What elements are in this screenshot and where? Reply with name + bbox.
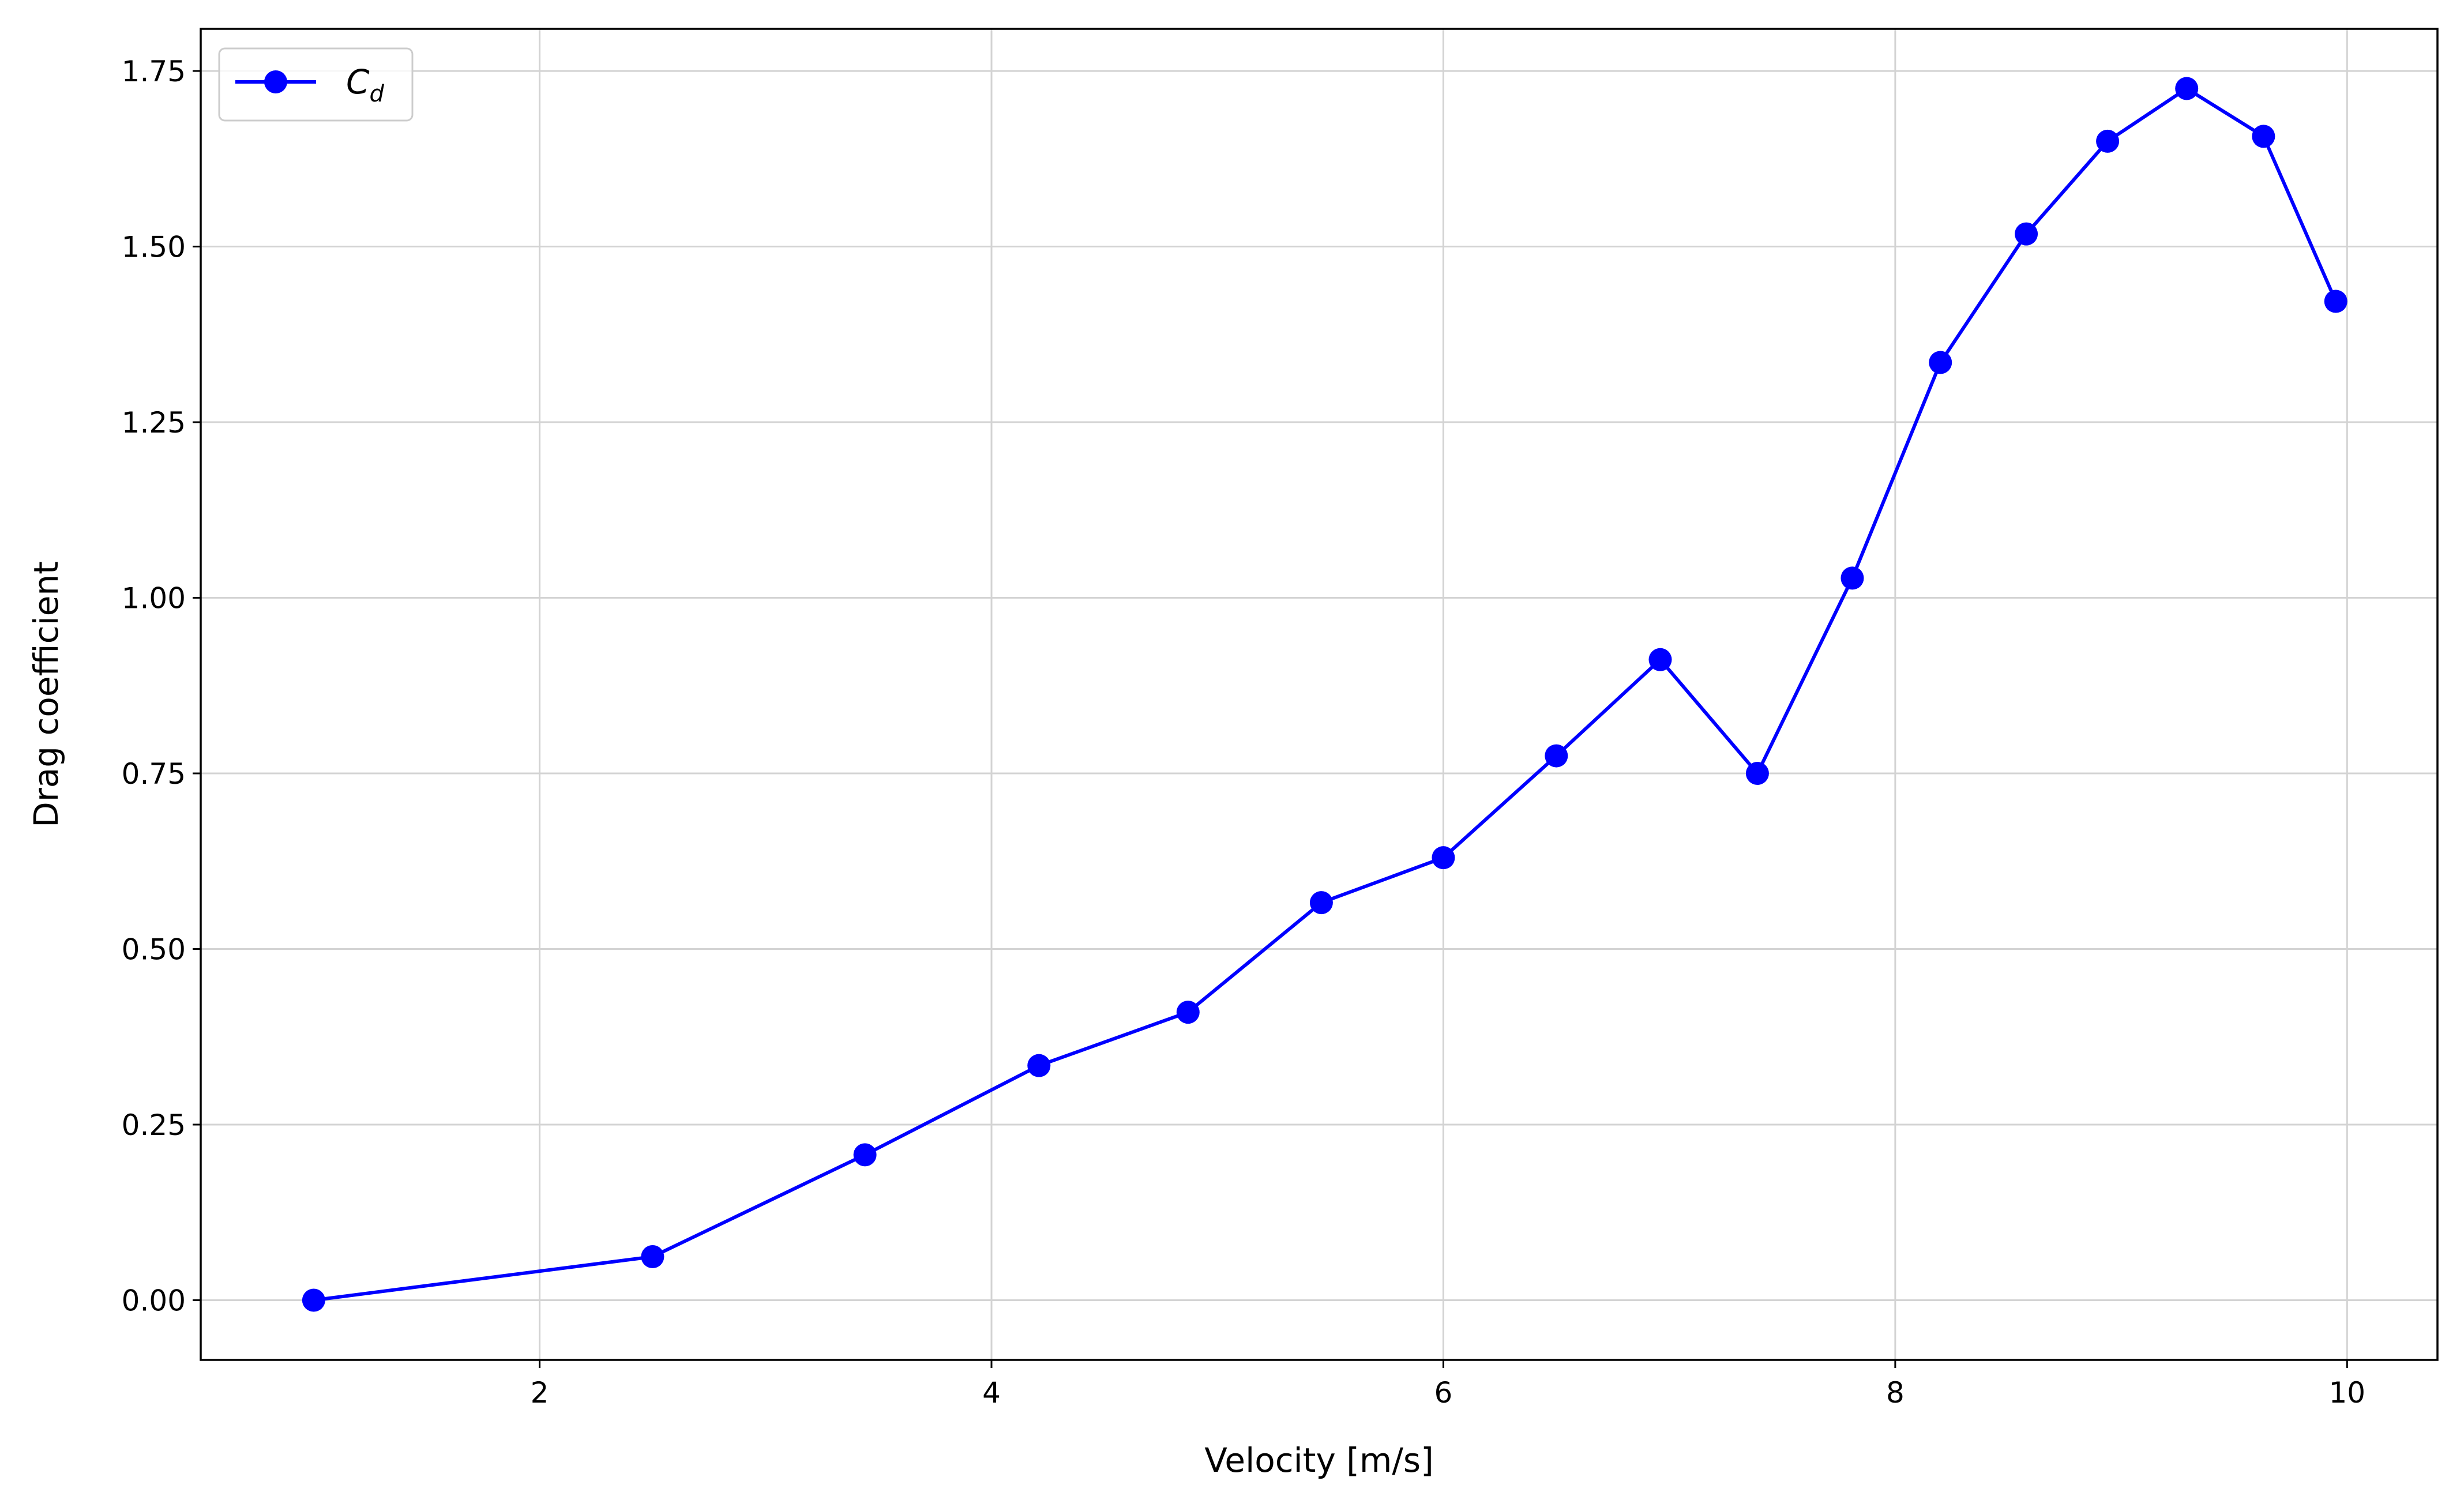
data-point xyxy=(1176,1001,1200,1024)
y-tick-label: 0.25 xyxy=(122,1108,186,1142)
data-point xyxy=(2252,125,2275,148)
data-point xyxy=(2324,290,2347,313)
data-point xyxy=(1027,1054,1051,1077)
x-tick-label: 2 xyxy=(531,1376,549,1409)
data-point xyxy=(1648,648,1672,671)
x-tick-label: 10 xyxy=(2329,1376,2366,1409)
y-tick-label: 1.00 xyxy=(122,582,186,615)
data-point xyxy=(302,1288,325,1312)
legend-label-subscript: d xyxy=(370,81,385,107)
y-tick-label: 0.75 xyxy=(122,757,186,791)
data-point xyxy=(641,1245,664,1268)
x-axis-label: Velocity [m/s] xyxy=(1204,1441,1433,1480)
y-tick-label: 0.50 xyxy=(122,933,186,967)
data-point xyxy=(853,1143,877,1167)
y-tick-label: 1.50 xyxy=(122,231,186,264)
x-tick-label: 6 xyxy=(1434,1376,1453,1409)
data-point xyxy=(1929,351,1952,374)
data-point xyxy=(1432,846,1455,870)
data-point xyxy=(1545,744,1568,768)
x-tick-label: 8 xyxy=(1886,1376,1905,1409)
data-point xyxy=(2015,222,2038,246)
data-point xyxy=(1309,891,1333,915)
y-axis-label: Drag coefficient xyxy=(27,561,66,828)
y-tick-label: 0.00 xyxy=(122,1284,186,1317)
series-layer xyxy=(302,77,2347,1312)
ticks: 2 4 6 8 10 0.00 0.25 0.50 0.75 1.00 1.25 1.50 1.75 xyxy=(122,55,2365,1409)
legend-marker-swatch xyxy=(264,70,287,93)
data-point xyxy=(2175,77,2199,100)
data-point xyxy=(2096,129,2120,153)
grid xyxy=(201,29,2437,1360)
legend-box xyxy=(218,47,414,122)
x-tick-label: 4 xyxy=(982,1376,1001,1409)
legend: Cd xyxy=(218,47,414,122)
y-tick-label: 1.25 xyxy=(122,406,186,439)
y-tick-label: 1.75 xyxy=(122,55,186,88)
plot-frame xyxy=(200,28,2439,1361)
legend-label-main: C xyxy=(346,62,370,102)
data-point xyxy=(1745,762,1769,785)
data-point xyxy=(1841,566,1864,590)
legend-label: Cd xyxy=(346,62,385,107)
